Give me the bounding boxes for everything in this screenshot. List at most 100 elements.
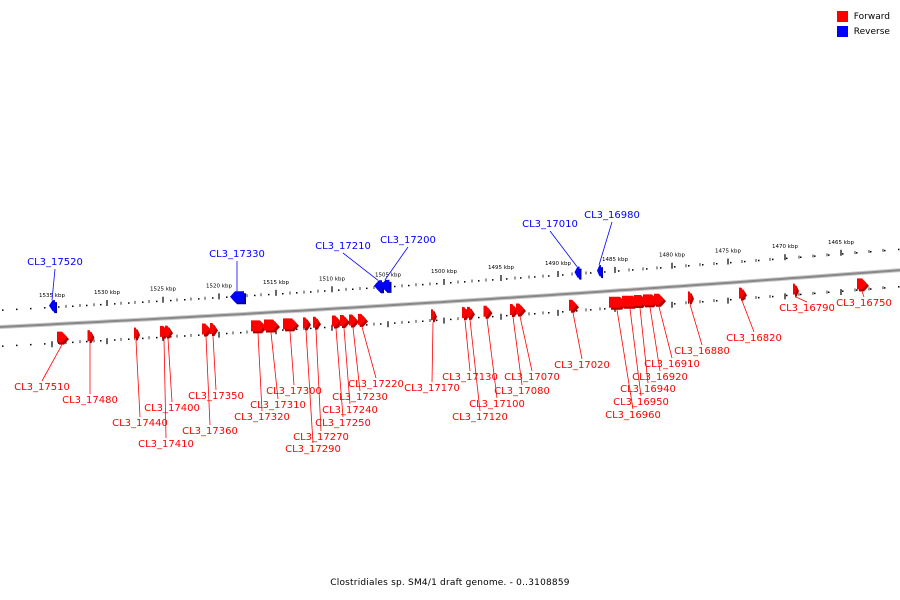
track-dot xyxy=(2,309,4,311)
track-dot xyxy=(450,318,452,321)
forward-gene-cl3_17440-body xyxy=(134,327,138,339)
track-dot xyxy=(2,345,4,347)
forward-leader-line xyxy=(343,327,351,405)
forward-leader-line xyxy=(431,322,434,383)
forward-gene-cl3_17410-body xyxy=(160,325,168,337)
forward-leader-line xyxy=(649,307,661,372)
reverse-gene-cl3_16980-body xyxy=(597,265,601,277)
forward-gene-cl3_17100 xyxy=(483,305,493,319)
track-dot xyxy=(72,305,74,307)
track-dot xyxy=(240,331,242,334)
track-dot xyxy=(660,267,662,269)
forward-gene-cl3_17310-body xyxy=(264,319,278,331)
track-dot xyxy=(646,268,648,270)
track-dot xyxy=(548,275,550,277)
forward-leader-line xyxy=(212,336,217,391)
track-dot xyxy=(338,289,340,291)
ruler-label: 1525 kbp xyxy=(150,287,176,293)
forward-gene-label: CL3_17080 xyxy=(494,386,550,397)
forward-gene-label: CL3_17100 xyxy=(469,399,525,410)
reverse-gene-cl3_16980 xyxy=(597,265,603,279)
track-dot xyxy=(394,285,396,288)
forward-leader-line xyxy=(519,316,533,372)
track-dot xyxy=(58,306,60,308)
track-dot xyxy=(72,341,74,344)
track-dot xyxy=(772,295,774,298)
track-dot xyxy=(506,278,508,280)
gene-features xyxy=(49,265,869,345)
forward-gene-label: CL3_17400 xyxy=(144,403,200,414)
track-dot xyxy=(884,249,886,252)
forward-gene-cl3_17070 xyxy=(516,303,526,317)
track-dot xyxy=(842,253,844,255)
ruler-label: 1480 kbp xyxy=(659,253,685,259)
backbone-shadow xyxy=(0,268,900,329)
forward-gene-cl3_17400-body xyxy=(165,325,171,337)
forward-gene-label: CL3_17120 xyxy=(452,412,508,423)
forward-gene-cl3_17400 xyxy=(165,325,173,339)
reverse-gene-label: CL3_17010 xyxy=(522,219,578,230)
track-dot xyxy=(366,324,368,326)
forward-gene-cl3_17320-body xyxy=(251,320,265,332)
track-dot xyxy=(30,343,32,346)
track-dot xyxy=(870,288,872,290)
forward-gene-label: CL3_16820 xyxy=(726,333,782,344)
forward-gene-cl3_17220-body xyxy=(358,313,366,325)
reverse-leader-line xyxy=(598,221,613,266)
track-dot xyxy=(870,250,872,253)
track-dot xyxy=(44,343,46,345)
track-dot xyxy=(828,254,830,256)
ruler-label: 1515 kbp xyxy=(263,280,289,286)
forward-gene-label: CL3_16950 xyxy=(613,397,669,408)
track-dot xyxy=(534,276,536,278)
track-dot xyxy=(562,274,564,276)
ruler-label: 1520 kbp xyxy=(206,283,232,289)
forward-gene-cl3_17080 xyxy=(510,303,518,317)
forward-gene-cl3_17250 xyxy=(332,315,342,329)
track-dot xyxy=(632,269,634,271)
forward-gene-cl3_17360 xyxy=(202,323,212,337)
ruler-label: 1495 kbp xyxy=(488,265,514,271)
forward-gene-label: CL3_16880 xyxy=(674,346,730,357)
track-dot xyxy=(716,300,718,302)
forward-leader-line xyxy=(361,326,377,379)
forward-gene-cl3_17070-body xyxy=(516,303,524,315)
track-dot xyxy=(156,336,158,339)
track-dot xyxy=(44,307,46,309)
reverse-leader-line xyxy=(384,246,409,281)
forward-gene-cl3_17350-body xyxy=(210,323,216,335)
reverse-leader-line xyxy=(549,230,578,267)
forward-leader-line xyxy=(205,336,211,426)
track-dot xyxy=(814,292,816,295)
track-dot xyxy=(604,271,606,273)
forward-gene-label: CL3_17270 xyxy=(293,432,349,443)
forward-gene-cl3_17240-body xyxy=(340,315,348,327)
forward-gene-cl3_16920-body xyxy=(643,294,657,306)
legend: Forward Reverse xyxy=(836,9,890,39)
forward-leader-line xyxy=(572,312,583,360)
forward-gene-cl3_16880-body xyxy=(688,291,692,303)
forward-leader-line xyxy=(315,329,322,432)
map-caption: Clostridiales sp. SM4/1 draft genome. - … xyxy=(330,578,570,588)
ruler-label: 1490 kbp xyxy=(545,261,571,267)
track-dot xyxy=(128,338,130,340)
forward-gene-cl3_17480-body xyxy=(87,330,93,342)
reverse-swatch xyxy=(836,26,848,37)
track-dot xyxy=(184,335,186,337)
forward-gene-cl3_16750 xyxy=(857,278,869,292)
track-dot xyxy=(842,290,844,292)
forward-gene-cl3_17230 xyxy=(349,314,359,328)
track-dot xyxy=(800,293,802,296)
forward-gene-label: CL3_17290 xyxy=(285,444,341,455)
legend-item-reverse: Reverse xyxy=(836,24,890,39)
forward-gene-label: CL3_17350 xyxy=(188,391,244,402)
forward-leader-line xyxy=(486,318,498,399)
track-dot xyxy=(310,327,312,330)
forward-gene-cl3_17320 xyxy=(251,320,267,334)
forward-gene-cl3_17290-body xyxy=(303,317,309,329)
reverse-gene-cl3_17330 xyxy=(230,291,246,305)
forward-gene-label: CL3_17020 xyxy=(554,360,610,371)
forward-leader-line xyxy=(464,320,471,372)
forward-leader-line xyxy=(163,338,167,439)
